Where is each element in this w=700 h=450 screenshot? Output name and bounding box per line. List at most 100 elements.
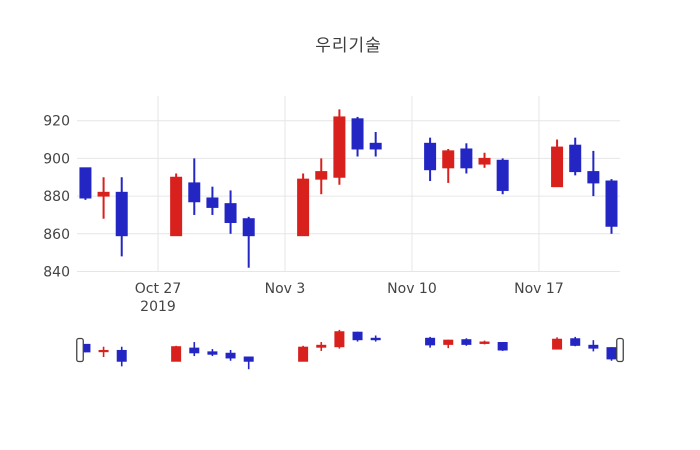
mini-candle-body xyxy=(552,338,563,350)
candle-2019-11-20[interactable] xyxy=(587,150,600,197)
mini-candle-2019-11-06 xyxy=(334,329,345,349)
rangeslider-right-handle[interactable] xyxy=(616,337,624,363)
mini-candle-2019-11-21 xyxy=(606,347,617,361)
candle-2019-10-31[interactable] xyxy=(224,190,237,234)
x-tick-label: Nov 10 xyxy=(387,281,437,297)
candle-2019-11-04[interactable] xyxy=(297,173,310,237)
mini-candle-body xyxy=(425,337,436,346)
y-tick-label: 860 xyxy=(43,227,70,243)
mini-candle-2019-11-20 xyxy=(588,340,599,352)
mini-candle-body xyxy=(116,349,127,362)
mini-candle-2019-10-24 xyxy=(98,346,109,358)
candle-body xyxy=(315,171,328,180)
x-tick-sublabel: 2019 xyxy=(140,299,176,315)
x-tick-label: Oct 27 xyxy=(135,281,181,297)
mini-candle-body xyxy=(370,337,381,341)
candle-2019-10-30[interactable] xyxy=(206,186,219,215)
rangeslider-left-handle[interactable] xyxy=(76,337,84,363)
mini-candle-2019-10-31 xyxy=(225,349,236,361)
x-tick-label: Nov 3 xyxy=(265,281,306,297)
candle-body xyxy=(242,218,255,237)
candle-2019-11-08[interactable] xyxy=(369,132,382,157)
mini-candle-2019-10-29 xyxy=(189,342,200,357)
candle-body xyxy=(551,146,564,188)
mini-candle-body xyxy=(461,339,472,345)
y-tick-label: 840 xyxy=(43,265,70,281)
candle-2019-11-11[interactable] xyxy=(424,137,437,182)
candle-2019-11-12[interactable] xyxy=(442,148,455,183)
mini-candle-body xyxy=(443,339,454,345)
candle-body xyxy=(569,144,582,173)
mini-candle-2019-11-15 xyxy=(497,342,508,351)
candle-2019-11-21[interactable] xyxy=(605,179,618,234)
mini-candle-body xyxy=(98,349,109,353)
mini-candle-2019-11-12 xyxy=(443,339,454,349)
y-tick-label: 920 xyxy=(43,114,70,130)
candle-2019-11-15[interactable] xyxy=(496,158,509,195)
mini-candle-2019-11-13 xyxy=(461,338,472,346)
candle-body xyxy=(605,180,618,227)
candle-2019-10-24[interactable] xyxy=(97,177,110,219)
mini-candle-2019-11-07 xyxy=(352,331,363,342)
mini-candle-body xyxy=(298,346,309,362)
candle-body xyxy=(115,191,128,237)
candle-body xyxy=(496,159,509,191)
chart-title: 우리기술 xyxy=(315,36,382,56)
candle-body xyxy=(297,178,310,237)
candle-body xyxy=(224,203,237,223)
mini-candle-body xyxy=(570,338,581,346)
mini-candle-2019-11-11 xyxy=(425,336,436,348)
mini-candle-2019-10-30 xyxy=(207,349,218,357)
mini-candle-body xyxy=(352,331,363,341)
mini-candle-body xyxy=(189,347,200,354)
candle-body xyxy=(97,191,110,197)
mini-candle-2019-11-04 xyxy=(298,345,309,362)
mini-candle-body xyxy=(171,346,182,362)
candle-2019-11-18[interactable] xyxy=(551,139,564,188)
candle-2019-11-01[interactable] xyxy=(242,216,255,268)
mini-candle-body xyxy=(497,342,508,351)
candle-2019-10-25[interactable] xyxy=(115,177,128,257)
candle-body xyxy=(188,182,201,203)
mini-candle-body xyxy=(225,352,236,359)
candle-body xyxy=(587,171,600,184)
candle-2019-10-23[interactable] xyxy=(79,167,92,200)
mini-candle-2019-11-01 xyxy=(243,356,254,370)
candle-body xyxy=(170,176,183,237)
candle-body xyxy=(206,197,219,208)
candle-body xyxy=(424,142,437,171)
mini-candle-body xyxy=(243,356,254,362)
y-tick-label: 900 xyxy=(43,151,70,167)
mini-candle-2019-11-19 xyxy=(570,336,581,347)
candle-2019-10-29[interactable] xyxy=(188,158,201,215)
mini-candle-body xyxy=(316,344,327,348)
candle-body xyxy=(460,148,473,169)
candle-2019-11-07[interactable] xyxy=(351,116,364,157)
rangeslider-track[interactable] xyxy=(77,325,620,375)
candle-body xyxy=(442,150,455,169)
mini-candle-body xyxy=(588,344,599,349)
candle-2019-11-19[interactable] xyxy=(569,137,582,176)
x-tick-label: Nov 17 xyxy=(514,281,564,297)
mini-candle-2019-10-25 xyxy=(116,346,127,367)
mini-candle-2019-11-14 xyxy=(479,340,490,345)
candle-body xyxy=(369,142,382,150)
mini-candle-body xyxy=(606,347,617,360)
y-tick-label: 880 xyxy=(43,189,70,205)
candle-body xyxy=(478,157,491,165)
candle-2019-11-13[interactable] xyxy=(460,143,473,174)
candle-2019-10-28[interactable] xyxy=(170,173,183,237)
candle-2019-11-06[interactable] xyxy=(333,109,346,185)
candle-2019-11-14[interactable] xyxy=(478,152,491,168)
mini-candle-2019-10-28 xyxy=(171,345,182,362)
candle-body xyxy=(79,167,92,199)
mini-candle-body xyxy=(334,331,345,348)
candle-body xyxy=(333,116,346,178)
mini-candle-2019-11-05 xyxy=(316,342,327,351)
mini-candle-body xyxy=(479,341,490,344)
candle-2019-11-05[interactable] xyxy=(315,158,328,195)
mini-candle-2019-11-08 xyxy=(370,335,381,342)
mini-candle-body xyxy=(207,351,218,355)
